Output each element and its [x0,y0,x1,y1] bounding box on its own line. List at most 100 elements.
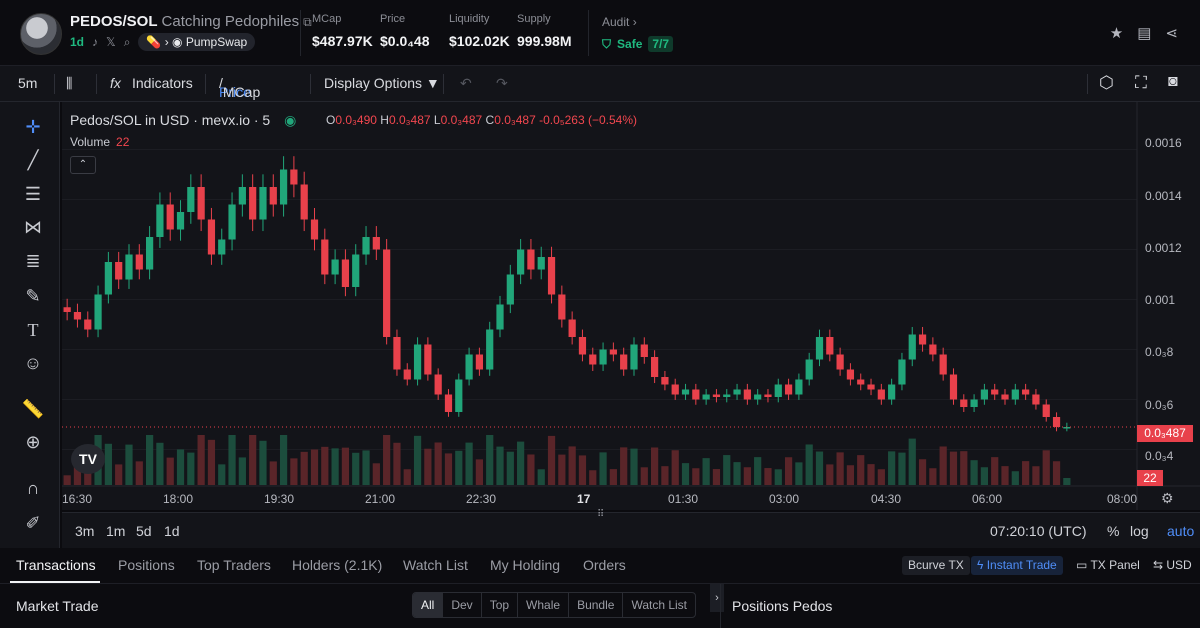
log-toggle[interactable]: log [1130,523,1149,539]
camera-icon[interactable]: ◙ [1168,73,1178,90]
dex-pill[interactable]: 💊 › ◉ PumpSwap [138,33,256,51]
text-icon[interactable]: T [27,320,39,340]
fullscreen-icon[interactable]: ⛶ [1135,73,1147,92]
tab-orders[interactable]: Orders [583,557,626,573]
candle-body [290,169,298,185]
tab-transactions[interactable]: Transactions [16,557,96,573]
candlestick-chart[interactable] [62,102,1200,510]
filter-top[interactable]: Top [482,593,519,617]
filter-bundle[interactable]: Bundle [569,593,624,617]
tab-my-holding[interactable]: My Holding [490,557,561,573]
tx-panel-toggle[interactable]: ▭ TX Panel [1076,558,1140,572]
x-tick: 16:30 [62,492,93,506]
zoom-in-icon[interactable]: ⊕ [25,432,41,452]
drawing-toolbar: ✛ ╱ ☰ ⋈ ≣ ✎ T ☺ 📏 ⊕ ∩ ✐ [0,102,60,548]
volume-bar [372,463,380,485]
tradingview-logo[interactable]: TV [71,444,105,474]
instant-trade-button[interactable]: ϟ Instant Trade [971,556,1063,575]
tiktok-icon[interactable]: ♪ [92,35,99,49]
tab-holders[interactable]: Holders (2.1K) [292,557,383,573]
copy-icon[interactable]: ⧉ [303,15,312,29]
filter-whale[interactable]: Whale [518,593,570,617]
candle-body [681,389,690,395]
filter-dev[interactable]: Dev [443,593,482,617]
trendline-icon[interactable]: ╱ [27,150,39,170]
close-label: C [485,113,495,127]
resize-handle-icon[interactable]: ⠿ [597,509,605,520]
price-mcap-toggle[interactable]: Price / MCap [219,75,261,100]
high-label: H [380,113,389,127]
range-5d[interactable]: 5d [136,523,152,539]
axis-settings-icon[interactable]: ⚙ [1161,490,1174,506]
candle-body [104,262,112,295]
candle-body [960,399,968,407]
filter-all[interactable]: All [413,593,444,617]
auto-toggle[interactable]: auto [1167,523,1195,539]
indicators-button[interactable]: Indicators [132,75,193,91]
volume-bar [352,452,360,485]
lock-drawing-icon[interactable]: ✐ [25,513,41,533]
filter-watch-list[interactable]: Watch List [631,598,688,612]
volume-bar [630,448,638,485]
x-tick: 01:30 [668,492,699,506]
audit-link[interactable]: Audit › [602,15,637,29]
fib-icon[interactable]: ≣ [25,251,41,271]
candle-body [898,359,906,385]
share-icon[interactable]: ⋖ [1165,25,1178,42]
volume-bar [403,469,411,485]
chart-toggle-icon[interactable]: ▤ [1137,25,1152,42]
emoji-icon[interactable]: ☺ [23,353,43,373]
interval-select[interactable]: 5m [18,75,38,91]
volume-bar [754,457,762,485]
tab-positions[interactable]: Positions [118,557,175,573]
stat-label: MCap [312,13,342,25]
volume-bar [805,444,813,485]
brush-icon[interactable]: ✎ [25,286,41,306]
volume-bar [63,475,71,485]
range-1d[interactable]: 1d [164,523,180,539]
magnet-icon[interactable]: ∩ [26,478,40,498]
candle-body [991,389,999,395]
header-actions: ★ ▤ ⋖ [1110,24,1178,42]
bcurve-tx-button[interactable]: Bcurve TX [902,556,970,575]
tab-top-traders[interactable]: Top Traders [197,557,271,573]
horizontal-lines-icon[interactable]: ☰ [24,184,42,204]
range-3m[interactable]: 3m [75,523,95,539]
collapse-panel-icon[interactable]: › [710,584,724,612]
range-1m[interactable]: 1m [106,523,126,539]
undo-icon[interactable]: ↶ [460,75,472,91]
volume-bar [145,435,154,485]
currency-toggle[interactable]: ⇆ USD [1153,558,1192,572]
collapse-legend-button[interactable]: ⌃ [70,156,96,174]
stat-price: Price $0.0₄48 [380,13,430,49]
settings-icon[interactable]: ⬡ [1099,73,1114,92]
volume-bar [795,462,803,485]
volume-bar [135,461,143,485]
token-avatar[interactable] [20,13,62,55]
candle-body [145,237,154,270]
redo-icon[interactable]: ↷ [496,75,508,91]
star-icon[interactable]: ★ [1109,25,1124,42]
price-chart[interactable] [62,102,1200,510]
volume-bar [517,441,525,485]
candle-body [455,379,463,412]
crosshair-icon[interactable]: ✛ [25,117,41,137]
search-icon[interactable]: ⌕ [123,34,131,49]
volume-bar [290,458,298,485]
candle-type-icon[interactable]: ⫼ [66,75,73,91]
display-options-button[interactable]: Display Options ▼ [324,75,440,91]
candle-body [94,294,102,330]
ruler-icon[interactable]: 📏 [21,399,45,419]
pattern-icon[interactable]: ⋈ [24,217,42,237]
x-tick: 22:30 [466,492,497,506]
candle-body [805,359,813,380]
x-icon[interactable]: 𝕏 [106,35,116,49]
tab-watch-list[interactable]: Watch List [403,557,468,573]
volume-bar [176,449,185,485]
candle-body [620,354,628,370]
mcap-option: MCap [222,84,261,100]
volume-bar [537,469,545,485]
volume-bar [599,452,607,485]
percent-toggle[interactable]: % [1107,523,1120,539]
function-icon[interactable]: fx [110,75,121,91]
